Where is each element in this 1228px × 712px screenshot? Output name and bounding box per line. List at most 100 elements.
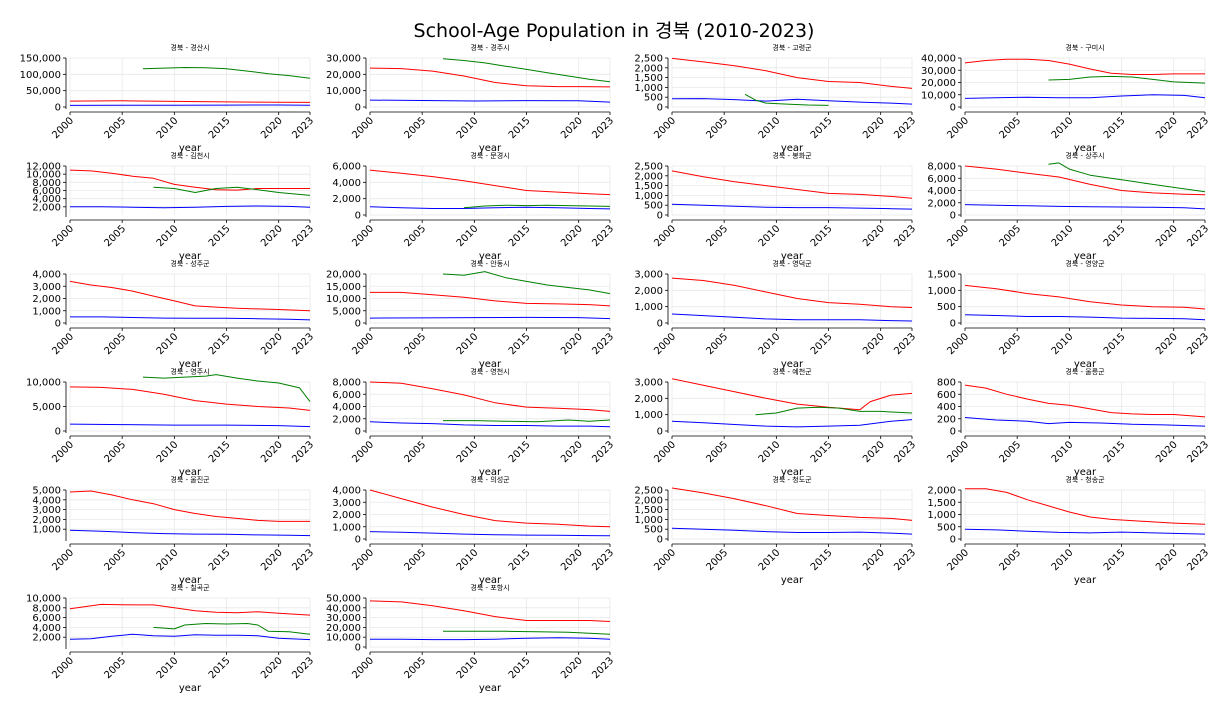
series-line-blue [69,423,311,428]
x-tick-label: 2000 [652,547,678,573]
y-tick-label: 2,500 [634,54,663,65]
x-tick-label: 2005 [705,547,731,573]
y-tick-label: 8,000 [332,378,361,389]
series-line-red [671,277,913,308]
y-tick-label: 0 [657,103,663,114]
y-tick-label: 2,500 [634,486,663,497]
x-tick-label: 2015 [507,331,533,357]
y-tick-label: 3,000 [634,270,663,281]
x-tick-label: 2023 [590,655,616,681]
subplot-title: 경북 - 의성군 [470,475,510,484]
x-tick-label: 2005 [103,223,129,249]
series-line-blue [671,419,913,428]
x-axis-label: year [781,467,804,478]
y-tick-label: 0 [355,211,361,222]
series-line-red [69,386,311,411]
x-tick-label: 2023 [892,439,918,465]
y-tick-label: 40,000 [326,603,361,614]
series-line-red [69,490,310,522]
x-tick-label: 2023 [892,223,918,249]
y-tick-label: 4,000 [32,495,61,506]
x-tick-label: 2020 [1154,547,1180,573]
x-tick-label: 2020 [559,331,585,357]
subplot-title: 경북 - 칠곡군 [170,583,210,592]
y-tick-label: 12,000 [26,162,61,173]
subplot-title: 경북 - 고령군 [772,43,812,52]
y-tick-label: 4,000 [32,623,61,634]
x-axis-label: year [479,683,502,694]
x-axis-label: year [179,251,202,262]
y-tick-label: 800 [937,378,956,389]
x-tick-label: 2010 [455,547,481,573]
y-tick-label: 2,000 [332,414,361,425]
y-tick-label: 0 [657,427,663,438]
x-tick-label: 2015 [809,115,835,141]
x-tick-label: 2005 [103,331,129,357]
series-line-green [442,58,611,83]
series-line-red [69,169,310,191]
series-line-red [370,291,611,307]
series-line-red [965,488,1206,525]
x-tick-label: 2020 [559,655,585,681]
x-tick-label: 2000 [50,547,76,573]
x-tick-label: 2023 [892,547,918,573]
y-tick-label: 20,000 [326,70,361,81]
x-tick-label: 2010 [1050,547,1076,573]
x-tick-label: 2010 [455,223,481,249]
x-tick-label: 2000 [652,115,678,141]
series-line-green [142,67,311,79]
x-tick-label: 2015 [207,223,233,249]
x-tick-label: 2000 [652,331,678,357]
y-tick-label: 2,000 [332,194,361,205]
y-tick-label: 2,000 [634,63,663,74]
y-tick-label: 0 [355,103,361,114]
subplot-title: 경북 - 영주시 [170,367,209,376]
y-tick-label: 0 [950,103,956,114]
x-tick-label: 2010 [1050,439,1076,465]
y-tick-label: 6,000 [927,174,956,185]
x-tick-label: 2023 [892,115,918,141]
y-tick-label: 15,000 [326,282,361,293]
x-tick-label: 2010 [455,331,481,357]
x-tick-label: 2020 [559,115,585,141]
x-tick-label: 2023 [892,331,918,357]
y-tick-label: 2,000 [634,171,663,182]
x-tick-label: 2020 [259,547,285,573]
x-tick-label: 2000 [50,115,76,141]
x-tick-label: 2015 [1102,331,1128,357]
series-line-blue [69,529,311,537]
y-tick-label: 1,000 [634,410,663,421]
x-tick-label: 2020 [559,439,585,465]
x-tick-label: 2005 [998,439,1024,465]
y-tick-label: 6,000 [332,162,361,173]
y-tick-label: 500 [644,201,663,212]
y-tick-label: 6,000 [332,390,361,401]
y-tick-label: 20,000 [326,623,361,634]
y-tick-label: 2,000 [32,294,61,305]
chart-panel: 경북 - 예천군 0 1,000 2,000 3,000 2000 2005 2010 2015… [634,367,918,478]
x-tick-label: 2015 [809,439,835,465]
y-tick-label: 5,000 [32,486,61,497]
x-tick-label: 2015 [1102,439,1128,465]
y-tick-label: 1,000 [927,286,956,297]
y-tick-label: 2,000 [634,286,663,297]
x-axis-label: year [179,359,202,370]
x-axis-label: year [179,575,202,586]
x-tick-label: 2023 [590,223,616,249]
x-tick-label: 2015 [207,547,233,573]
x-tick-label: 2005 [103,655,129,681]
x-tick-label: 2010 [155,439,181,465]
x-tick-label: 2010 [455,115,481,141]
x-axis-label: year [781,575,804,586]
series-line-blue [369,531,611,537]
y-tick-label: 2,000 [332,510,361,521]
x-axis-label: year [1074,467,1097,478]
y-tick-label: 100,000 [20,70,61,81]
y-tick-label: 1,500 [927,498,956,509]
subplot-title: 경북 - 상주시 [1065,151,1104,160]
y-tick-label: 6,000 [32,613,61,624]
